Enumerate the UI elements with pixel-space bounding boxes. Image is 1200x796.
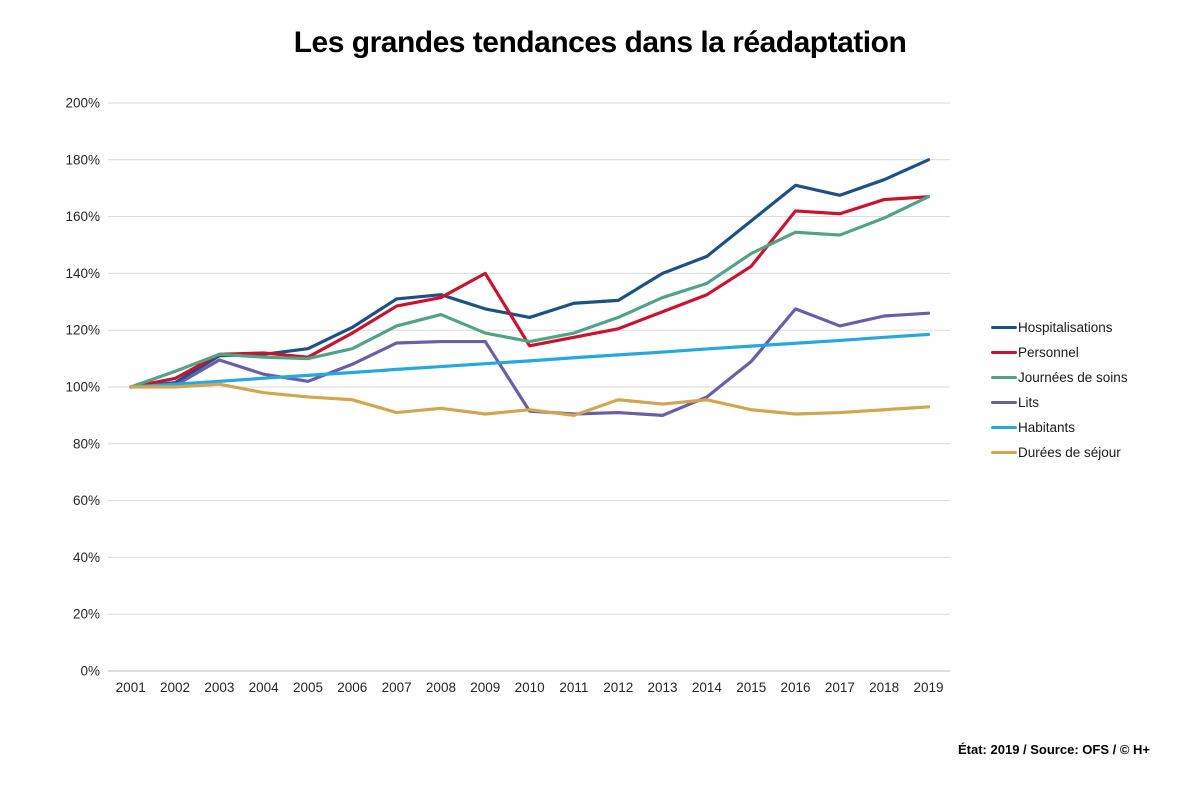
y-tick-label: 40%	[73, 550, 100, 565]
x-tick-label: 2019	[913, 680, 943, 695]
legend-item: Habitants	[991, 415, 1128, 440]
legend-item: Durées de séjour	[991, 440, 1128, 465]
x-tick-label: 2003	[204, 680, 234, 695]
y-tick-label: 180%	[65, 152, 100, 167]
x-tick-label: 2018	[869, 680, 899, 695]
series-line-journees-de-soins	[129, 195, 931, 389]
series-line-personnel	[129, 195, 931, 389]
y-tick-label: 140%	[65, 266, 100, 281]
x-tick-label: 2013	[648, 680, 678, 695]
x-tick-label: 2008	[426, 680, 456, 695]
legend-label: Habitants	[1018, 420, 1076, 435]
x-tick-label: 2005	[293, 680, 323, 695]
legend-swatch	[991, 376, 1017, 379]
y-tick-label: 0%	[80, 664, 100, 679]
x-tick-label: 2006	[337, 680, 367, 695]
x-tick-label: 2014	[692, 680, 723, 695]
legend-item: Personnel	[991, 340, 1128, 365]
x-tick-label: 2009	[470, 680, 500, 695]
legend-swatch	[991, 326, 1017, 329]
legend-label: Personnel	[1018, 345, 1079, 360]
legend-item: Journées de soins	[991, 365, 1128, 390]
chart-legend: Hospitalisations Personnel Journées de soi…	[991, 315, 1128, 465]
series-line-habitants	[129, 332, 931, 389]
legend-swatch	[991, 401, 1017, 404]
legend-label: Lits	[1018, 395, 1040, 410]
x-tick-label: 2017	[825, 680, 855, 695]
x-tick-label: 2011	[559, 680, 588, 695]
source-note: État: 2019 / Source: OFS / © H+	[958, 742, 1150, 757]
legend-label: Journées de soins	[1018, 370, 1128, 385]
x-tick-label: 2002	[160, 680, 190, 695]
legend-swatch	[991, 451, 1017, 454]
y-tick-label: 80%	[73, 436, 100, 451]
x-tick-label: 2007	[382, 680, 412, 695]
legend-item: Lits	[991, 390, 1128, 415]
legend-label: Durées de séjour	[1018, 445, 1121, 460]
x-tick-label: 2001	[116, 680, 146, 695]
series-line-durees-de-sejour	[129, 382, 931, 417]
legend-swatch	[991, 351, 1017, 354]
y-tick-label: 60%	[73, 493, 100, 508]
legend-swatch	[991, 426, 1017, 429]
y-tick-label: 100%	[65, 380, 100, 395]
x-tick-label: 2015	[736, 680, 766, 695]
chart-title: Les grandes tendances dans la réadaptati…	[293, 26, 907, 59]
y-tick-label: 200%	[65, 96, 100, 111]
y-tick-label: 160%	[65, 209, 100, 224]
x-tick-label: 2010	[515, 680, 545, 695]
x-tick-label: 2012	[603, 680, 633, 695]
y-tick-label: 120%	[65, 323, 100, 338]
x-tick-label: 2016	[781, 680, 811, 695]
legend-label: Hospitalisations	[1018, 320, 1113, 335]
x-tick-label: 2004	[249, 680, 280, 695]
y-tick-label: 20%	[73, 607, 100, 622]
legend-item: Hospitalisations	[991, 315, 1128, 340]
